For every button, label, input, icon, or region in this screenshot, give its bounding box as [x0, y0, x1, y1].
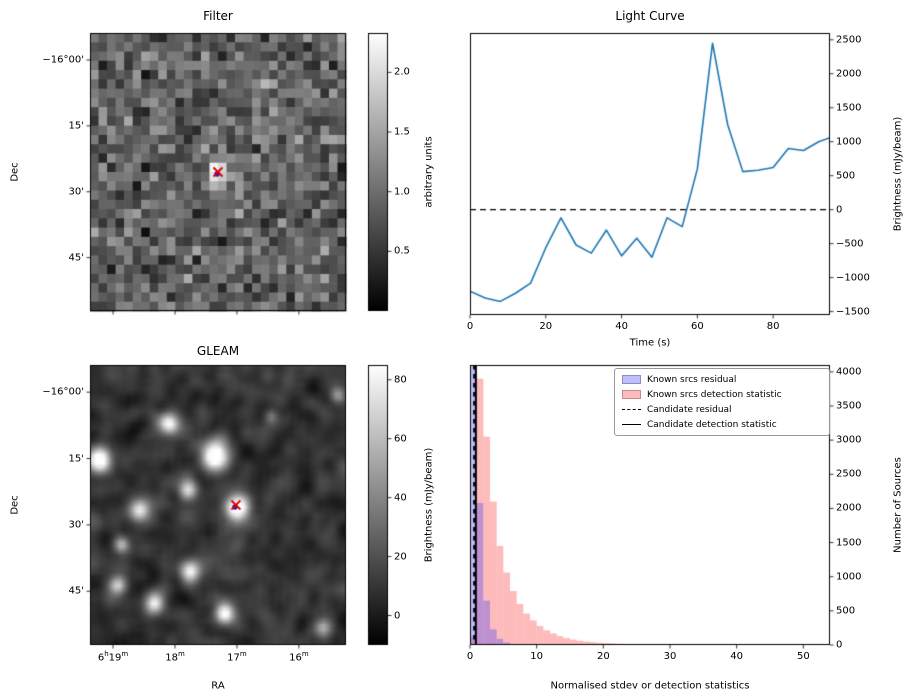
- legend-label: Known srcs detection statistic: [647, 389, 782, 400]
- light-curve-title: Light Curve: [615, 9, 685, 23]
- gleam-dec-tick: 45': [68, 585, 84, 597]
- filter-dec-tick: 30': [68, 186, 84, 198]
- gleam-ra-tick: 17m: [227, 650, 247, 664]
- histogram-y-tick: 2500: [836, 468, 862, 480]
- gleam-colorbar-tick: 80: [394, 374, 407, 386]
- gleam-ra-tick: 18m: [165, 650, 185, 664]
- histogram-y-tick: 3500: [836, 400, 862, 412]
- histogram-x-axis-label: Normalised stdev or detection statistics: [550, 680, 750, 692]
- legend-label: Candidate detection statistic: [647, 419, 777, 430]
- filter-colorbar-tick: 0.5: [394, 245, 410, 257]
- histogram-x-tick: 50: [796, 651, 810, 662]
- candidate-residual-swatch: [622, 409, 641, 410]
- gleam-y-axis-label: Dec: [9, 495, 21, 515]
- legend: Known srcs residual Known srcs detection…: [614, 368, 830, 436]
- legend-item: Known srcs detection statistic: [622, 389, 822, 400]
- gleam-title: GLEAM: [196, 344, 240, 358]
- light-curve-y-tick: 2000: [836, 68, 862, 80]
- light-curve-y-axis-label: Brightness (mJy/beam): [892, 116, 904, 232]
- histogram-y-axis-label: Number of Sources: [892, 457, 904, 553]
- gleam-colorbar-tick: 20: [394, 551, 407, 563]
- light-curve-y-tick: 500: [836, 170, 856, 182]
- light-curve-x-axis-label: Time (s): [629, 337, 671, 349]
- filter-colorbar-tick: 2.0: [394, 66, 410, 78]
- light-curve-y-tick: −1000: [836, 272, 870, 284]
- light-curve-x-tick: 80: [766, 321, 780, 332]
- light-curve-x-tick: 40: [615, 321, 628, 332]
- light-curve-y-tick: −1500: [836, 306, 870, 318]
- histogram-x-tick: 10: [530, 651, 544, 662]
- histogram-y-tick: 2000: [836, 502, 862, 514]
- gleam-ra-tick: 16m: [289, 650, 309, 664]
- gleam-dec-tick: 30': [68, 519, 84, 531]
- histogram-x-tick: 20: [596, 651, 610, 662]
- filter-dec-tick: 15': [68, 120, 84, 132]
- light-curve-x-tick: 60: [690, 321, 704, 332]
- filter-title: Filter: [203, 9, 233, 23]
- histogram-y-tick: 0: [836, 639, 843, 651]
- filter-dec-tick: 45': [68, 252, 84, 264]
- light-curve-y-tick: 1000: [836, 136, 862, 148]
- histogram-y-tick: 3000: [836, 434, 862, 446]
- gleam-dec-tick: −16°00': [42, 386, 84, 398]
- legend-item: Known srcs residual: [622, 374, 822, 385]
- legend-item: Candidate residual: [622, 404, 822, 415]
- light-curve-x-tick: 20: [539, 321, 553, 332]
- legend-item: Candidate detection statistic: [622, 419, 822, 430]
- filter-colorbar-tick: 1.5: [394, 126, 410, 138]
- histogram-y-tick: 1500: [836, 537, 862, 549]
- gleam-colorbar-tick: 0: [394, 610, 401, 622]
- gleam-dec-tick: 15': [68, 453, 84, 465]
- gleam-colorbar-tick: 60: [394, 433, 407, 445]
- filter-dec-tick: −16°00': [42, 54, 84, 66]
- filter-colorbar-tick: 1.0: [394, 186, 410, 198]
- known-srcs-residual-swatch: [622, 375, 641, 384]
- histogram-y-tick: 1000: [836, 571, 862, 583]
- filter-colorbar-label: arbitrary units: [423, 136, 435, 208]
- legend-label: Candidate residual: [647, 404, 732, 415]
- histogram-x-tick: 40: [730, 651, 744, 662]
- light-curve-x-tick: 0: [466, 321, 474, 332]
- candidate-detection-statistic-swatch: [622, 424, 641, 425]
- histogram-y-tick: 500: [836, 605, 856, 617]
- gleam-ra-tick: 6h19m: [97, 650, 129, 664]
- histogram-x-tick: 0: [466, 651, 474, 662]
- light-curve-y-tick: −500: [836, 238, 864, 250]
- legend-label: Known srcs residual: [647, 374, 737, 385]
- histogram-y-tick: 4000: [836, 366, 862, 378]
- light-curve-y-tick: 0: [836, 204, 843, 216]
- histogram-x-tick: 30: [663, 651, 677, 662]
- gleam-x-axis-label: RA: [211, 680, 225, 692]
- light-curve-y-tick: 1500: [836, 102, 862, 114]
- gleam-colorbar-label: Brightness (mJy/beam): [423, 447, 435, 563]
- light-curve-y-tick: 2500: [836, 34, 862, 46]
- gleam-colorbar-tick: 40: [394, 492, 407, 504]
- known-srcs-detection-statistic-swatch: [622, 390, 641, 399]
- filter-y-axis-label: Dec: [9, 162, 21, 182]
